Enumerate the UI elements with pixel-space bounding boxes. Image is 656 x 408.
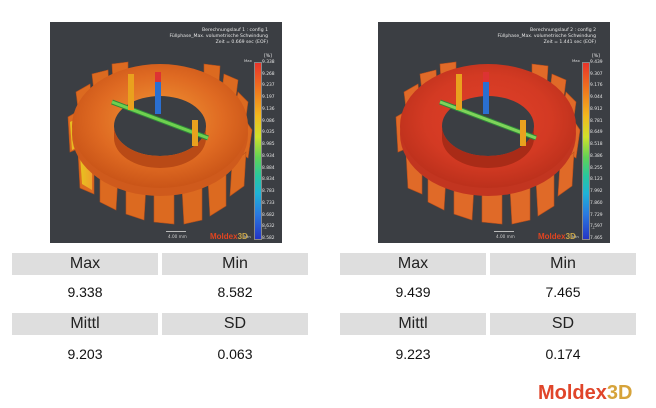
scale-length-label: 4.00 mm <box>496 234 515 239</box>
scale-tick-label: 8.884 <box>262 165 275 171</box>
axes-icon: ⊥ <box>591 225 596 231</box>
min-tag: Min <box>244 234 251 239</box>
scale-tick-label: 9.197 <box>262 95 275 101</box>
scale-tick-label: 8.582 <box>262 236 275 241</box>
scale-tick-label: 8.682 <box>262 212 275 218</box>
max-tag: Max <box>244 58 252 63</box>
unit-label: [%] <box>264 54 272 59</box>
max-tag: Max <box>572 58 580 63</box>
scale-ticks: 9.338 9.268 9.237 9.197 9.136 9.086 9.035 8.985… <box>262 60 280 241</box>
color-scale: 9.439 9.307 9.176 9.044 8.912 8.781 8.649 8.518… <box>582 60 603 241</box>
scale-tick-label: 8.834 <box>262 177 275 183</box>
scale-tick-label: 8.783 <box>262 189 275 195</box>
scale-ticks: 9.439 9.307 9.176 9.044 8.912 8.781 8.649 8.518… <box>590 60 608 241</box>
right-panel: Berechnungslauf 2 : config 2 Füllphase_M… <box>328 0 656 408</box>
mean-value: 9.223 <box>395 346 431 362</box>
scale-tick-label: 8.912 <box>590 106 603 112</box>
scale-bar-line <box>494 231 514 234</box>
scale-tick-label: 7.465 <box>590 236 603 241</box>
scale-tick-label: 8.934 <box>262 153 275 159</box>
max-value: 9.338 <box>67 284 103 300</box>
max-value: 9.439 <box>395 284 431 300</box>
scale-tick-label: 9.035 <box>262 130 275 136</box>
scale-tick-label: 9.176 <box>590 83 603 89</box>
min-header: Min <box>162 253 308 275</box>
scale-tick-label: 8.386 <box>590 153 603 159</box>
scale-length-label: 4.00 mm <box>168 234 187 239</box>
sd-value: 0.174 <box>545 346 581 362</box>
sd-header: SD <box>162 313 308 335</box>
scale-tick-label: 7.860 <box>590 200 603 206</box>
scale-tick-label: 8.985 <box>262 142 275 148</box>
sim-header: Berechnungslauf 1 : config 1 Füllphase_M… <box>169 28 269 45</box>
sd-header: SD <box>490 313 636 335</box>
scale-tick-label: 8.518 <box>590 142 603 148</box>
min-value: 8.582 <box>217 284 253 300</box>
scale-tick-label: 9.307 <box>590 71 603 77</box>
scale-tick-label: 9.044 <box>590 95 603 101</box>
max-header: Max <box>340 253 486 275</box>
scale-tick-label: 8.255 <box>590 165 603 171</box>
sd-value: 0.063 <box>217 346 253 362</box>
scale-tick-label: 9.439 <box>590 60 603 65</box>
scale-tick-label: 7.992 <box>590 189 603 195</box>
scale-tick-label: 7.729 <box>590 212 603 218</box>
scale-tick-label: 8.123 <box>590 177 603 183</box>
scale-tick-label: 8.733 <box>262 200 275 206</box>
color-scale: 9.338 9.268 9.237 9.197 9.136 9.086 9.035 8.985… <box>254 60 275 241</box>
scale-bar-line <box>166 231 186 234</box>
simulation-view-config2: Berechnungslauf 2 : config 2 Füllphase_M… <box>378 22 610 243</box>
scale-tick-label: 8.649 <box>590 130 603 136</box>
min-value: 7.465 <box>545 284 581 300</box>
moldex3d-logo: Moldex3D <box>538 382 633 404</box>
unit-label: [%] <box>592 54 600 59</box>
moldex-logo-small: Moldex3D <box>210 232 248 241</box>
scale-tick-label: 9.086 <box>262 118 275 124</box>
mean-value: 9.203 <box>67 346 103 362</box>
min-header: Min <box>490 253 636 275</box>
sim-header: Berechnungslauf 2 : config 2 Füllphase_M… <box>497 28 597 45</box>
scale-tick-label: 7.597 <box>590 224 603 230</box>
mean-header: Mittl <box>12 313 158 335</box>
gear-model-render <box>395 61 581 225</box>
scale-tick-label: 9.237 <box>262 83 275 89</box>
scale-tick-label: 8.781 <box>590 118 603 124</box>
simulation-view-config1: Berechnungslauf 1 : config 1 Füllphase_M… <box>50 22 282 243</box>
mean-header: Mittl <box>340 313 486 335</box>
gear-model-render <box>67 61 253 225</box>
moldex-logo-small: Moldex3D <box>538 232 576 241</box>
scale-tick-label: 8.632 <box>262 224 275 230</box>
axes-icon: ⊥ <box>263 225 268 231</box>
scale-tick-label: 9.136 <box>262 106 275 112</box>
max-header: Max <box>12 253 158 275</box>
left-panel: Berechnungslauf 1 : config 1 Füllphase_M… <box>12 22 308 362</box>
scale-tick-label: 9.268 <box>262 71 275 77</box>
min-tag: Min <box>572 234 579 239</box>
scale-tick-label: 9.338 <box>262 60 275 65</box>
